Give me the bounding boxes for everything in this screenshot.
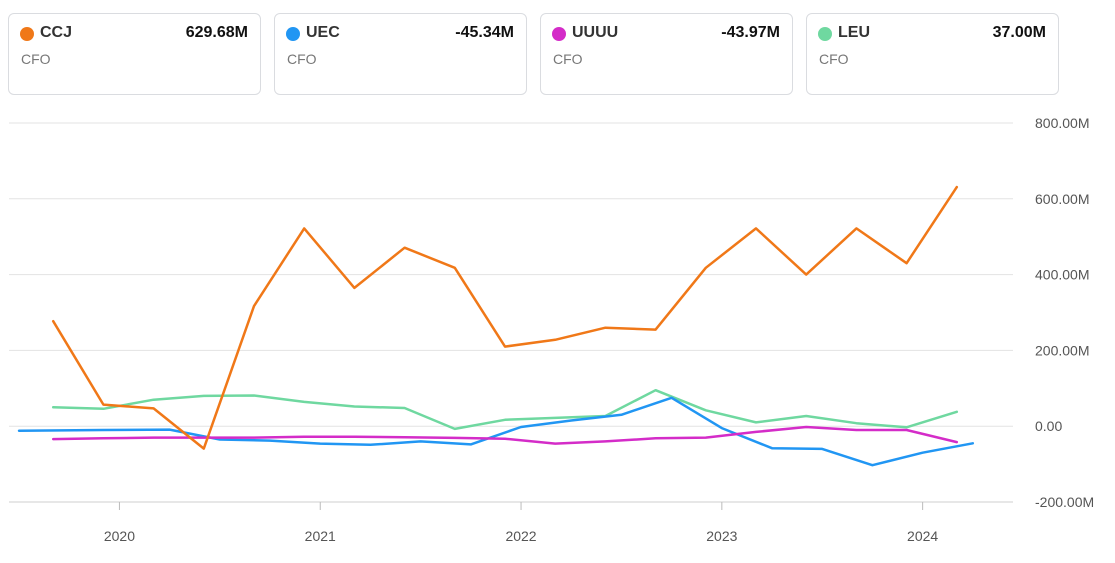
y-tick-label: 600.00M xyxy=(1035,191,1089,207)
series-line-ccj xyxy=(51,185,959,450)
card-metric: CFO xyxy=(553,51,583,67)
card-uec[interactable]: UEC -45.34M CFO xyxy=(274,13,527,95)
leu-color-dot-icon xyxy=(818,27,832,41)
card-ccj[interactable]: CCJ 629.68M CFO xyxy=(8,13,261,95)
x-tick-label: 2021 xyxy=(305,528,336,544)
card-uuuu[interactable]: UUUU -43.97M CFO xyxy=(540,13,793,95)
x-tick-label: 2022 xyxy=(505,528,536,544)
card-metric: CFO xyxy=(287,51,317,67)
x-tick-label: 2023 xyxy=(706,528,737,544)
y-tick-label: -200.00M xyxy=(1035,494,1094,510)
y-tick-label: 800.00M xyxy=(1035,115,1089,131)
card-ticker: UEC xyxy=(306,24,340,41)
y-tick-label: 0.00 xyxy=(1035,418,1062,434)
card-value: 37.00M xyxy=(992,24,1046,41)
y-tick-label: 400.00M xyxy=(1035,267,1089,283)
card-value: -45.34M xyxy=(455,24,514,41)
x-tick-label: 2020 xyxy=(104,528,135,544)
card-value: 629.68M xyxy=(185,24,248,41)
card-ticker: LEU xyxy=(838,24,870,41)
series-line-uec xyxy=(17,396,975,467)
card-value: -43.97M xyxy=(721,24,780,41)
series-line-leu xyxy=(51,388,959,431)
uuuu-color-dot-icon xyxy=(552,27,566,41)
card-metric: CFO xyxy=(819,51,849,67)
uec-color-dot-icon xyxy=(286,27,300,41)
card-metric: CFO xyxy=(21,51,51,67)
card-ticker: UUUU xyxy=(572,24,619,41)
summary-cards: CCJ 629.68M CFO UEC -45.34M CFO UUUU -43… xyxy=(8,13,1059,95)
ccj-color-dot-icon xyxy=(20,27,34,41)
y-tick-label: 200.00M xyxy=(1035,342,1089,358)
card-ticker: CCJ xyxy=(40,24,73,41)
card-leu[interactable]: LEU 37.00M CFO xyxy=(806,13,1059,95)
x-tick-label: 2024 xyxy=(907,528,938,544)
series-line-uuuu xyxy=(51,425,959,445)
